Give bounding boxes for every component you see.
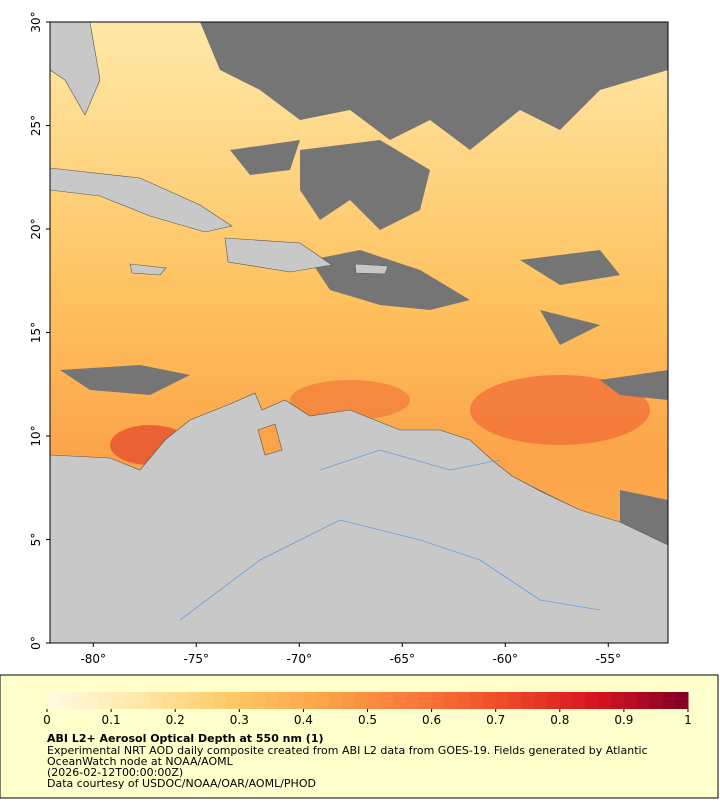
- description: Experimental NRT AOD daily composite cre…: [47, 744, 648, 757]
- colorbar-tick-label: 0.6: [422, 713, 441, 727]
- colorbar-cell: [316, 692, 330, 709]
- colorbar-tick-label: 0.5: [358, 713, 377, 727]
- colorbar-cell: [188, 692, 202, 709]
- colorbar-cell: [136, 692, 151, 709]
- aod-high: [470, 375, 650, 445]
- colorbar-tick-label: 0.1: [102, 713, 121, 727]
- colorbar-cell: [675, 692, 689, 709]
- colorbar-cell: [495, 692, 510, 709]
- description: (2026-02-12T00:00:00Z): [47, 766, 183, 779]
- colorbar-cell: [393, 692, 407, 709]
- colorbar-cell: [252, 692, 266, 709]
- colorbar-cell: [149, 692, 163, 709]
- colorbar-cell: [98, 692, 112, 709]
- colorbar-cell: [264, 692, 279, 709]
- colorbar-tick-label: 0.7: [486, 713, 505, 727]
- rivers: [179, 449, 601, 621]
- colorbar-tick-label: 0.8: [550, 713, 569, 727]
- colorbar-cell: [303, 692, 317, 709]
- colorbar-cell: [213, 692, 227, 709]
- colorbar-cell: [572, 692, 586, 709]
- colorbar-cell: [47, 692, 61, 709]
- colorbar-cell: [418, 692, 433, 709]
- colorbar-cell: [59, 692, 74, 709]
- colorbar-cell: [405, 692, 420, 709]
- colorbar-cell: [546, 692, 561, 709]
- colorbar-cell: [649, 692, 663, 709]
- colorbar-cell: [226, 692, 240, 709]
- lon-tick-label: -75°: [183, 652, 209, 666]
- aod-high: [290, 380, 410, 420]
- colorbar-tick-label: 0.3: [230, 713, 249, 727]
- colorbar-title: ABI L2+ Aerosol Optical Depth at 550 nm …: [47, 732, 324, 745]
- colorbar-cell: [482, 692, 497, 709]
- lat-tick-label: 5°: [29, 533, 43, 547]
- colorbar-cell: [123, 692, 138, 709]
- description: Data courtesy of USDOC/NOAA/OAR/AOML/PHO…: [47, 777, 316, 790]
- map: [50, 22, 668, 643]
- lat-tick-label: 30°: [29, 11, 43, 32]
- colorbar-cell: [444, 692, 458, 709]
- lon-tick-label: -60°: [492, 652, 518, 666]
- colorbar-cell: [470, 692, 484, 709]
- colorbar-tick-label: 0.2: [166, 713, 185, 727]
- colorbar-cell: [85, 692, 99, 709]
- colorbar-cell: [175, 692, 189, 709]
- colorbar-cell: [521, 692, 535, 709]
- colorbar-cell: [636, 692, 651, 709]
- colorbar-cell: [239, 692, 253, 709]
- lon-tick-label: -55°: [595, 652, 621, 666]
- colorbar-cell: [72, 692, 86, 709]
- colorbar-cell: [623, 692, 638, 709]
- lat-tick-label: 15°: [29, 322, 43, 343]
- colorbar-cell: [111, 692, 125, 709]
- lat-tick-label: 0°: [29, 636, 43, 650]
- colorbar-tick-label: 0.4: [294, 713, 313, 727]
- colorbar-cell: [354, 692, 368, 709]
- colorbar-tick-label: 0.9: [614, 713, 633, 727]
- colorbar-cell: [329, 692, 343, 709]
- colorbar-cell: [559, 692, 574, 709]
- clouds: [50, 22, 668, 620]
- colorbar-cell: [380, 692, 394, 709]
- colorbar-cell: [367, 692, 381, 709]
- colorbar-cell: [598, 692, 612, 709]
- colorbar-cell: [585, 692, 599, 709]
- colorbar-cell: [534, 692, 548, 709]
- colorbar-cell: [277, 692, 292, 709]
- lon-tick-label: -70°: [286, 652, 312, 666]
- lon-tick-label: -65°: [389, 652, 415, 666]
- colorbar-cell: [611, 692, 625, 709]
- lat-tick-label: 20°: [29, 218, 43, 239]
- colorbar-cell: [662, 692, 676, 709]
- colorbar-tick-label: 0: [43, 713, 51, 727]
- colorbar-cell: [200, 692, 215, 709]
- colorbar-cell: [457, 692, 471, 709]
- colorbar-cell: [162, 692, 176, 709]
- land: [50, 22, 668, 643]
- lon-tick-label: -80°: [80, 652, 106, 666]
- colorbar-cell: [341, 692, 356, 709]
- colorbar-cell: [290, 692, 304, 709]
- colorbar-cell: [431, 692, 445, 709]
- lat-tick-label: 25°: [29, 115, 43, 136]
- colorbar-tick-label: 1: [684, 713, 692, 727]
- colorbar-cell: [508, 692, 522, 709]
- description: OceanWatch node at NOAA/AOML: [47, 755, 234, 768]
- lat-tick-label: 10°: [29, 425, 43, 446]
